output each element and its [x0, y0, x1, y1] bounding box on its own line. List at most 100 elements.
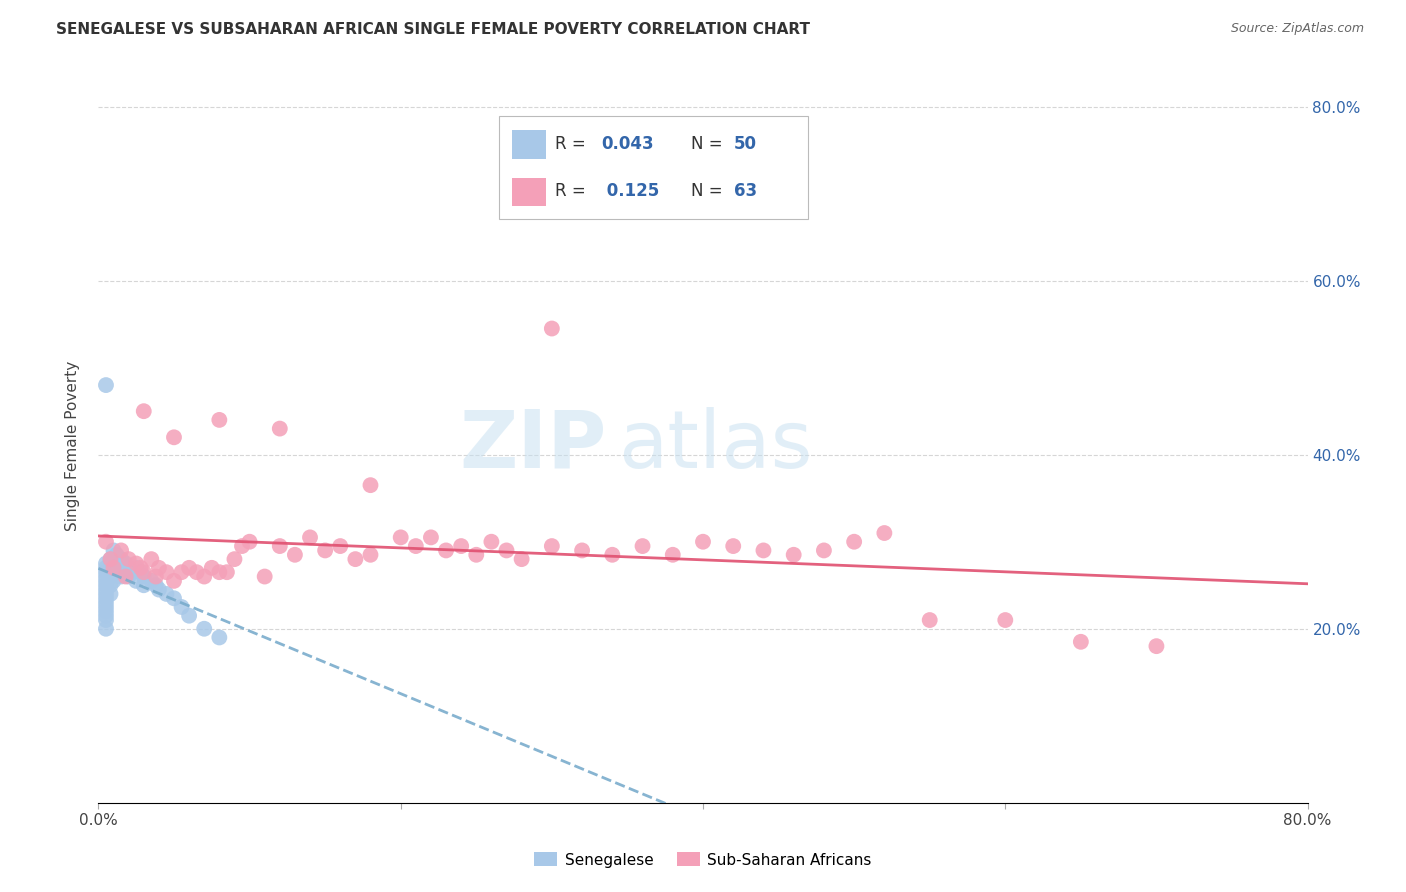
Point: [94, 599, 117, 614]
Point: [100, 569, 122, 583]
Point: [631, 539, 654, 553]
Point: [100, 578, 122, 592]
Point: [155, 565, 177, 579]
Legend: Senegalese, Sub-Saharan Africans: Senegalese, Sub-Saharan Africans: [529, 847, 877, 873]
Point: [434, 543, 457, 558]
Point: [129, 565, 152, 579]
Point: [231, 539, 253, 553]
Point: [193, 622, 215, 636]
Point: [94, 596, 117, 610]
Point: [450, 539, 472, 553]
Point: [103, 543, 125, 558]
Point: [94, 565, 117, 579]
Point: [141, 552, 163, 566]
Point: [540, 539, 562, 553]
Point: [132, 404, 155, 418]
Point: [94, 561, 117, 575]
Point: [481, 534, 503, 549]
Point: [94, 591, 117, 606]
Point: [163, 430, 186, 444]
Point: [103, 561, 125, 575]
Point: [100, 552, 122, 566]
Text: 0.125: 0.125: [602, 182, 659, 200]
Point: [208, 565, 231, 579]
Point: [132, 565, 155, 579]
Bar: [512, 178, 546, 206]
Point: [495, 543, 517, 558]
Point: [145, 578, 167, 592]
Point: [94, 613, 117, 627]
Point: [132, 578, 155, 592]
Point: [723, 539, 745, 553]
FancyBboxPatch shape: [499, 116, 808, 219]
Point: [269, 539, 291, 553]
Point: [100, 561, 122, 575]
Point: [100, 587, 122, 601]
Text: N =: N =: [690, 182, 728, 200]
Point: [125, 561, 148, 575]
Point: [1070, 635, 1092, 649]
Text: ZIP: ZIP: [458, 407, 606, 485]
Point: [125, 574, 148, 588]
Point: [114, 557, 136, 571]
Point: [239, 534, 262, 549]
Point: [110, 543, 132, 558]
Point: [186, 565, 208, 579]
Point: [94, 378, 117, 392]
Point: [94, 622, 117, 636]
Point: [118, 569, 141, 583]
Text: atlas: atlas: [619, 407, 813, 485]
Point: [208, 413, 231, 427]
Point: [179, 561, 201, 575]
Text: SENEGALESE VS SUBSAHARAN AFRICAN SINGLE FEMALE POVERTY CORRELATION CHART: SENEGALESE VS SUBSAHARAN AFRICAN SINGLE …: [56, 22, 810, 37]
Text: 0.043: 0.043: [602, 135, 654, 153]
Point: [170, 565, 193, 579]
Point: [510, 552, 533, 566]
Point: [389, 530, 412, 544]
Point: [215, 565, 238, 579]
Point: [783, 548, 806, 562]
Point: [132, 569, 155, 583]
Point: [141, 574, 163, 588]
Point: [420, 530, 443, 544]
Text: 63: 63: [734, 182, 758, 200]
Point: [110, 552, 132, 566]
Point: [94, 574, 117, 588]
Point: [148, 582, 170, 597]
Point: [100, 552, 122, 566]
Point: [129, 561, 152, 575]
Point: [105, 565, 128, 579]
Text: R =: R =: [555, 135, 591, 153]
Point: [148, 561, 170, 575]
Point: [94, 557, 117, 571]
Point: [110, 561, 132, 575]
Point: [163, 574, 186, 588]
Point: [94, 534, 117, 549]
Point: [602, 548, 624, 562]
Point: [94, 604, 117, 618]
Point: [105, 548, 128, 562]
Point: [1144, 639, 1167, 653]
Point: [360, 548, 382, 562]
Point: [170, 599, 193, 614]
Point: [465, 548, 488, 562]
Point: [314, 543, 336, 558]
Point: [94, 582, 117, 597]
Point: [571, 543, 593, 558]
Point: [299, 530, 322, 544]
Point: [103, 574, 125, 588]
Point: [201, 561, 224, 575]
Point: [110, 569, 132, 583]
Point: [155, 587, 177, 601]
Text: R =: R =: [555, 182, 591, 200]
Text: 50: 50: [734, 135, 758, 153]
Point: [125, 557, 148, 571]
Point: [114, 569, 136, 583]
Point: [208, 631, 231, 645]
Point: [179, 608, 201, 623]
Point: [253, 569, 276, 583]
Point: [94, 578, 117, 592]
Point: [813, 543, 835, 558]
Point: [103, 565, 125, 579]
Bar: [512, 130, 546, 159]
